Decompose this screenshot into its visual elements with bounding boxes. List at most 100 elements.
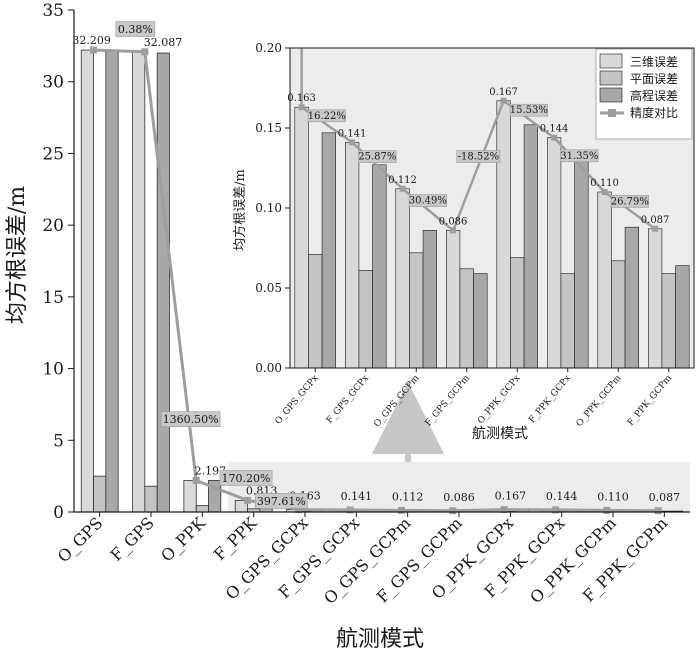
inset-bar: [294, 106, 309, 369]
legend-swatch-ratio-marker: [608, 109, 616, 117]
inset-ratio-marker: [500, 97, 507, 104]
main-ratio-marker: [244, 496, 252, 504]
inset-bar: [409, 252, 424, 369]
inset-bar: [624, 226, 640, 369]
inset-bar: [344, 142, 360, 369]
legend-label-three-d: 三维误差: [630, 55, 678, 69]
main-bar: [132, 51, 146, 513]
inset-bar: [422, 230, 438, 369]
main-bar: [183, 480, 197, 513]
inset-comparison-box: [560, 149, 599, 163]
inset-x-tick-label: O_PPK_GCPx: [476, 374, 522, 427]
main-value-label: 32.087: [144, 36, 183, 49]
main-y-tick-label: 0: [53, 503, 64, 523]
inset-x-tick-label: F_GPS_GCPm: [424, 373, 473, 428]
inset-value-label: 0.163: [287, 93, 316, 104]
inset-bar: [611, 260, 626, 369]
inset-ratio-marker: [298, 104, 305, 111]
main-ratio-line: [93, 48, 659, 513]
main-bar: [156, 52, 170, 513]
inset-comparison-box: [307, 109, 346, 123]
inset-x-tick-label: F_PPK_GCPx: [527, 374, 573, 426]
legend-label-ratio: 精度对比: [630, 105, 678, 120]
inset-x-axis-label: 航测模式: [472, 426, 528, 442]
inset-bar: [459, 268, 474, 369]
inset-comparison-box: [408, 194, 447, 207]
main-comparison-box: [160, 411, 221, 427]
inset-comparison-label: 30.49%: [409, 196, 447, 207]
main-value-label: 32.209: [72, 34, 111, 47]
inset-value-label: 0.112: [388, 175, 417, 186]
inset-bar: [597, 191, 612, 369]
main-y-tick-label: 35: [42, 1, 64, 21]
inset-ratio-marker: [349, 139, 356, 146]
inset-comparison-label: 26.79%: [611, 196, 649, 207]
inset-comparison-label: 15.53%: [510, 105, 548, 116]
main-value-label: 0.141: [341, 490, 373, 503]
main-ratio-marker: [398, 506, 406, 514]
inset-bar: [496, 100, 511, 369]
main-label-layer: 32.20932.0872.1970.8130.1630.1410.1120.0…: [72, 21, 681, 509]
main-x-axis-label: 航测模式: [336, 627, 424, 652]
inset-x-tick-label: O_GPS_GCPm: [372, 373, 421, 429]
inset-bar: [560, 273, 575, 369]
main-comparison-box: [219, 470, 273, 486]
main-comparison-box: [115, 21, 156, 37]
main-ratio-marker: [90, 46, 98, 54]
main-value-label: 0.167: [495, 490, 527, 503]
main-y-tick-label: 10: [42, 360, 64, 380]
inset-x-tick-label: O_PPK_GCPm: [575, 373, 624, 429]
main-ratio-marker: [500, 506, 508, 514]
inset-comparison-box: [610, 195, 649, 208]
main-y-axis-label: 均方根误差/m: [5, 186, 30, 324]
inset-bar: [523, 124, 539, 369]
inset-value-label: 0.141: [338, 128, 367, 139]
inset-bar: [510, 257, 525, 369]
main-x-tick-label: F_GPS: [106, 513, 157, 564]
main-ratio-line-layer: [90, 46, 662, 515]
legend-swatch-plane: [599, 70, 623, 86]
inset-comparison-box: [456, 150, 501, 163]
main-comparison-box: [254, 493, 308, 509]
inset-value-label: 0.110: [590, 178, 619, 189]
inset-ratio-marker: [399, 185, 406, 192]
main-comparison-label: 0.38%: [118, 23, 153, 36]
main-ratio-marker: [603, 506, 611, 514]
main-bar: [195, 505, 209, 513]
inset-y-tick-label: 0.15: [255, 121, 282, 135]
inset-y-tick-label: 0.00: [255, 361, 282, 375]
inset-ratio-marker: [450, 227, 457, 234]
inset-bar: [546, 137, 562, 369]
inset-comparison-box: [358, 150, 397, 163]
inset-value-label: 0.144: [540, 124, 569, 135]
main-y-tick-label: 5: [53, 431, 64, 451]
inset-comparison-label: 31.35%: [560, 151, 598, 162]
inset-bar: [647, 228, 663, 369]
main-bar-layer: [80, 49, 684, 513]
main-value-label: 0.087: [649, 491, 681, 504]
main-ratio-marker: [552, 506, 560, 514]
legend-swatch-elevation: [599, 87, 623, 103]
main-ratio-marker: [295, 506, 303, 514]
inset-legend: 三维误差 平面误差 高程误差 精度对比: [595, 48, 693, 140]
main-ratio-marker: [654, 507, 662, 515]
main-ratio-marker: [449, 507, 457, 515]
inset-value-label: 0.086: [439, 216, 468, 227]
main-bar: [80, 49, 94, 513]
inset-value-label: 0.087: [641, 215, 670, 226]
inset-y-axis-label: 均方根误差/m: [232, 169, 248, 251]
main-bar: [144, 485, 158, 513]
inset-comparison-label: -18.52%: [458, 152, 500, 163]
main-x-ticks: O_GPS F_GPS O_PPK F_PPKO_GPS_GCPxF_GPS_GCPx…: [54, 512, 671, 608]
main-value-label: 0.144: [546, 490, 578, 503]
legend-swatch-three-d: [599, 53, 623, 69]
main-comparison-label: 1360.50%: [163, 413, 219, 426]
main-y-tick-label: 30: [42, 73, 64, 93]
main-y-tick-label: 20: [42, 216, 64, 236]
inset-comparison-label: 25.87%: [358, 152, 396, 163]
main-y-tick-label: 25: [42, 144, 64, 164]
main-ratio-marker: [346, 506, 354, 514]
main-value-label: 0.112: [392, 490, 424, 503]
inset-bar: [321, 132, 337, 369]
